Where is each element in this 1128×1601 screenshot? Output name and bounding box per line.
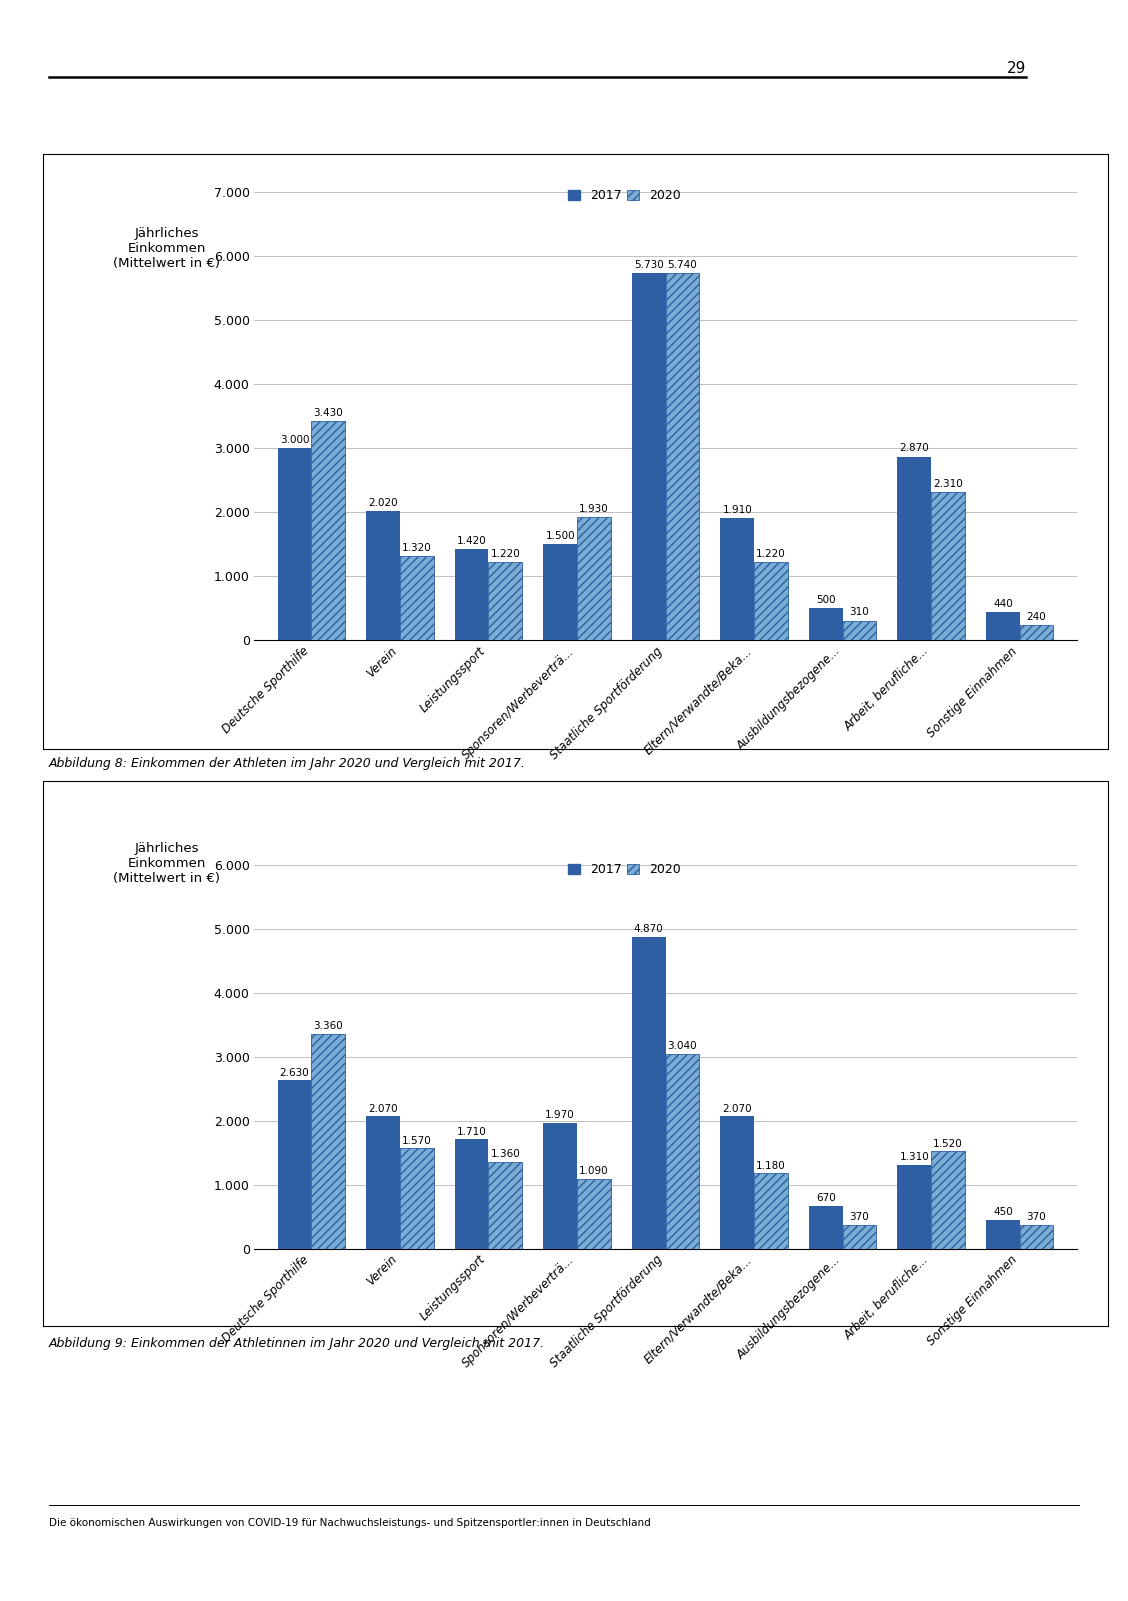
Text: 29: 29	[1007, 61, 1026, 75]
Text: 1.970: 1.970	[545, 1109, 575, 1121]
Text: 1.220: 1.220	[491, 549, 520, 559]
Text: 1.420: 1.420	[457, 536, 486, 546]
Text: 2.070: 2.070	[368, 1103, 398, 1114]
Bar	[721, 519, 754, 640]
Text: 1.910: 1.910	[722, 504, 752, 516]
Text: Die ökonomischen Auswirkungen von COVID-19 für Nachwuchsleistungs- und Spitzensp: Die ökonomischen Auswirkungen von COVID-…	[49, 1518, 650, 1527]
Bar	[632, 274, 666, 640]
Bar	[754, 562, 787, 640]
Bar	[400, 556, 433, 640]
Bar	[367, 1116, 400, 1249]
Bar	[721, 1116, 754, 1249]
Text: 1.180: 1.180	[756, 1161, 786, 1170]
Bar	[544, 1122, 578, 1249]
Bar	[1020, 1225, 1054, 1249]
Bar	[455, 549, 488, 640]
Text: 1.320: 1.320	[402, 543, 432, 552]
Text: 1.520: 1.520	[933, 1138, 963, 1150]
Bar	[898, 456, 931, 640]
Text: 5.730: 5.730	[634, 261, 663, 271]
Text: 1.570: 1.570	[402, 1135, 432, 1146]
Text: 670: 670	[816, 1193, 836, 1204]
Text: 440: 440	[993, 599, 1013, 608]
Text: 370: 370	[849, 1212, 870, 1223]
Bar	[367, 511, 400, 640]
Text: 240: 240	[1026, 612, 1047, 621]
Bar	[1020, 624, 1054, 640]
Text: Abbildung 9: Einkommen der Athletinnen im Jahr 2020 und Vergleich mit 2017.: Abbildung 9: Einkommen der Athletinnen i…	[49, 1337, 545, 1350]
Text: 1.360: 1.360	[491, 1150, 520, 1159]
Bar	[931, 1151, 964, 1249]
Text: 2.020: 2.020	[368, 498, 398, 508]
Bar	[578, 1178, 610, 1249]
Text: 3.040: 3.040	[668, 1041, 697, 1052]
Bar	[666, 272, 699, 640]
Text: Jährliches
Einkommen
(Mittelwert in €): Jährliches Einkommen (Mittelwert in €)	[114, 227, 220, 271]
Bar	[931, 493, 964, 640]
Text: 2.630: 2.630	[280, 1068, 309, 1077]
Legend: 2017, 2020: 2017, 2020	[567, 189, 681, 202]
Bar	[666, 1053, 699, 1249]
Text: 2.870: 2.870	[899, 443, 929, 453]
Bar	[843, 1225, 876, 1249]
Text: 450: 450	[993, 1207, 1013, 1217]
Bar	[809, 1206, 843, 1249]
Bar	[986, 612, 1020, 640]
Bar	[809, 608, 843, 640]
Text: 2.070: 2.070	[722, 1103, 752, 1114]
Bar	[578, 517, 610, 640]
Bar	[277, 1081, 311, 1249]
Text: 1.310: 1.310	[899, 1153, 929, 1162]
Bar	[986, 1220, 1020, 1249]
Text: 1.710: 1.710	[457, 1127, 486, 1137]
Text: 1.220: 1.220	[756, 549, 786, 559]
Text: 500: 500	[816, 596, 836, 605]
Text: 310: 310	[849, 607, 870, 618]
Bar	[277, 448, 311, 640]
Text: 2.310: 2.310	[933, 479, 963, 490]
Text: 4.870: 4.870	[634, 924, 663, 935]
Bar	[632, 937, 666, 1249]
Text: 3.430: 3.430	[314, 408, 343, 418]
Bar	[311, 421, 345, 640]
Bar	[754, 1174, 787, 1249]
Text: 370: 370	[1026, 1212, 1047, 1223]
Text: 1.090: 1.090	[579, 1166, 609, 1177]
Bar	[455, 1140, 488, 1249]
Bar	[400, 1148, 433, 1249]
Text: 3.000: 3.000	[280, 435, 309, 445]
Text: Jährliches
Einkommen
(Mittelwert in €): Jährliches Einkommen (Mittelwert in €)	[114, 842, 220, 885]
Text: 3.360: 3.360	[314, 1021, 343, 1031]
Bar	[311, 1034, 345, 1249]
Bar	[898, 1166, 931, 1249]
Bar	[488, 1162, 522, 1249]
Text: 1.930: 1.930	[579, 504, 609, 514]
Bar	[488, 562, 522, 640]
Bar	[843, 621, 876, 640]
Bar	[544, 544, 578, 640]
Legend: 2017, 2020: 2017, 2020	[567, 863, 681, 876]
Text: Abbildung 8: Einkommen der Athleten im Jahr 2020 und Vergleich mit 2017.: Abbildung 8: Einkommen der Athleten im J…	[49, 757, 526, 770]
Text: 5.740: 5.740	[668, 259, 697, 269]
Text: 1.500: 1.500	[545, 532, 575, 541]
